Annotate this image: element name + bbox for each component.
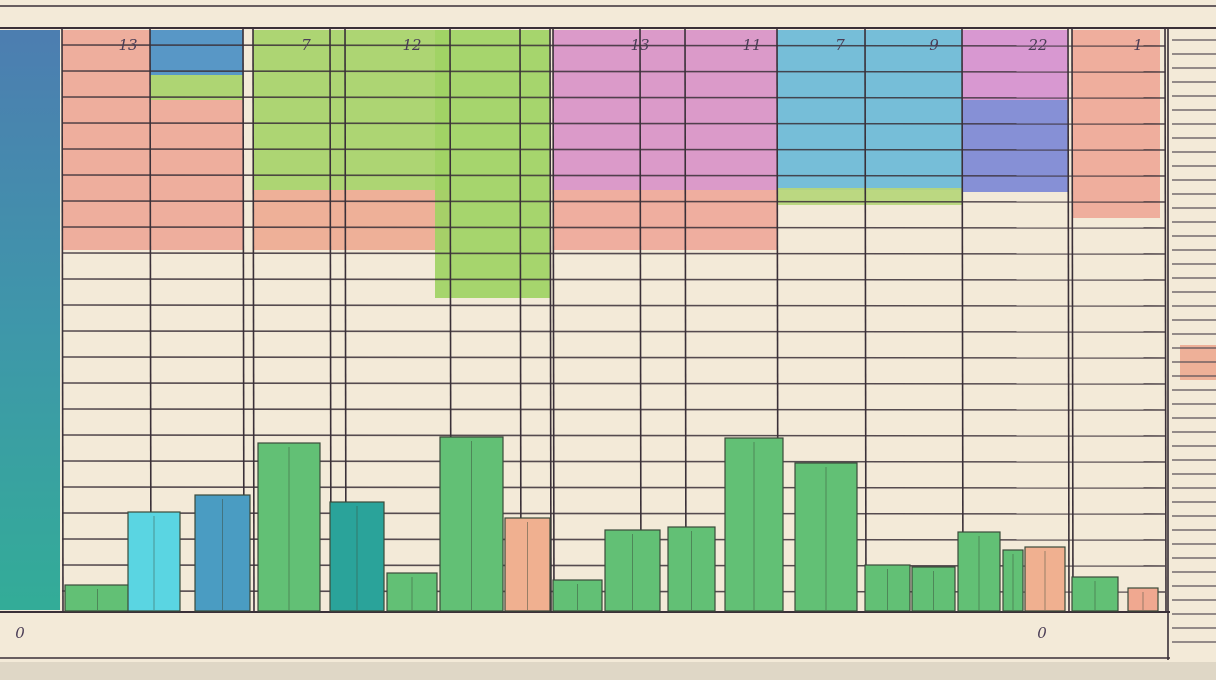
grid-line — [552, 27, 555, 613]
grid-line — [1164, 27, 1167, 613]
grid-line — [61, 96, 1166, 99]
grid-line — [61, 382, 1166, 385]
grid-line — [61, 200, 1166, 203]
color-block — [777, 30, 962, 190]
grid-line — [1071, 27, 1074, 613]
header-label: 13 — [118, 36, 137, 54]
grid-line — [639, 27, 642, 613]
grid-line — [961, 27, 964, 613]
axis-label: 0 — [15, 624, 25, 642]
header-label: 12 — [402, 36, 421, 54]
axis-label: 0 — [1037, 624, 1047, 642]
grid-line — [61, 122, 1166, 125]
color-block — [150, 30, 243, 75]
color-blocks — [0, 30, 1216, 610]
bars — [64, 436, 1159, 612]
color-block — [553, 30, 777, 190]
color-block — [150, 75, 243, 100]
grid-line — [864, 27, 867, 613]
color-block — [62, 30, 150, 250]
header-label: 7 — [301, 36, 311, 54]
grid-line — [61, 356, 1166, 359]
grid-line — [61, 278, 1166, 281]
grid-line — [519, 27, 522, 613]
grid-line — [61, 408, 1166, 411]
grid-line — [61, 70, 1166, 73]
grid-line — [61, 304, 1166, 307]
color-block — [553, 190, 777, 250]
grid-line — [61, 330, 1166, 333]
color-block — [253, 190, 450, 250]
color-block — [962, 30, 1068, 100]
color-block — [777, 188, 962, 205]
grid-line — [61, 226, 1166, 229]
grid-line — [549, 27, 552, 613]
grid-line — [61, 460, 1166, 463]
grid-line — [252, 27, 255, 613]
labels: 13 7 12 13 11 7 9 22 1 0 0 — [15, 36, 1143, 642]
header-label: 7 — [835, 36, 845, 54]
header-label: 11 — [742, 36, 761, 54]
header-label: 22 — [1027, 36, 1047, 54]
color-block — [253, 30, 450, 190]
grid-line — [61, 486, 1166, 489]
grid-line — [61, 44, 1166, 47]
color-block — [962, 100, 1068, 192]
grid-line — [61, 174, 1166, 177]
grid-line — [61, 434, 1166, 437]
header-label: 1 — [1133, 36, 1143, 54]
grid-line — [61, 27, 64, 613]
header-label: 13 — [630, 36, 649, 54]
grid-line — [61, 252, 1166, 255]
bottom-strip — [0, 662, 1216, 680]
grid-line — [684, 27, 687, 613]
grid-line — [1067, 27, 1070, 613]
header-label: 9 — [929, 36, 939, 54]
color-block — [435, 30, 550, 298]
grid-line — [61, 148, 1166, 151]
color-block — [0, 30, 60, 610]
